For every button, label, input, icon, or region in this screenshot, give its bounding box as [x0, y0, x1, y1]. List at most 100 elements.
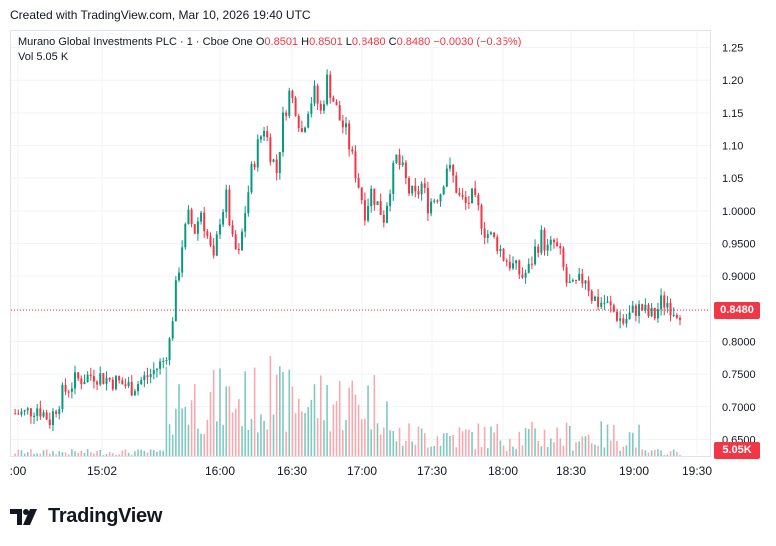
- volume-bar: [546, 446, 549, 456]
- volume-bar: [411, 441, 413, 456]
- high-label: H: [301, 36, 310, 48]
- volume-bar: [389, 430, 391, 456]
- volume-bar: [77, 452, 79, 456]
- candle-body: [89, 374, 92, 377]
- candle-body: [234, 234, 237, 249]
- volume-bar: [140, 449, 142, 456]
- volume-bar: [401, 445, 404, 456]
- candle-body: [272, 159, 275, 162]
- volume-bar: [679, 454, 681, 456]
- y-tick-label: 0.9000: [722, 271, 756, 283]
- symbol-title[interactable]: Murano Global Investments PLC · 1 · Cboe…: [18, 36, 253, 48]
- candle-body: [452, 164, 455, 176]
- volume-bar: [408, 423, 410, 456]
- volume-bar: [672, 449, 675, 456]
- candle-body: [483, 228, 486, 238]
- candle-body: [376, 201, 379, 205]
- volume-bar: [285, 431, 287, 456]
- candle-body: [58, 409, 61, 414]
- y-tick-label: 1.10: [722, 141, 743, 153]
- close-label: C: [388, 36, 397, 48]
- candle-body: [181, 247, 184, 273]
- volume-bar: [477, 423, 480, 456]
- candle-body: [256, 139, 259, 168]
- volume-bar: [134, 451, 136, 456]
- volume-bar: [137, 449, 139, 456]
- candle-body: [540, 229, 543, 253]
- volume-bar: [247, 429, 250, 456]
- volume-bar: [616, 441, 618, 456]
- ohlc-open: O0.8501: [256, 36, 298, 48]
- volume-bar: [222, 424, 224, 456]
- volume-bar: [452, 435, 454, 456]
- volume-bar: [345, 419, 347, 456]
- candle-body: [225, 189, 228, 212]
- candle-body: [669, 303, 672, 316]
- volume-bar: [376, 423, 379, 456]
- candle-body: [209, 236, 212, 246]
- candle-body: [445, 168, 448, 187]
- volume-bar: [121, 450, 124, 456]
- volume-bar: [493, 432, 495, 456]
- volume-bar: [464, 429, 467, 456]
- candle-body: [480, 205, 483, 229]
- volume-bar: [297, 398, 300, 456]
- candle-body: [417, 191, 420, 195]
- candle-body: [313, 85, 316, 104]
- tradingview-logo-icon: [10, 508, 37, 525]
- volume-bar: [354, 394, 357, 456]
- volume-bar: [499, 440, 502, 456]
- volume-bar: [206, 419, 209, 456]
- volume-bar: [427, 447, 429, 456]
- y-tick-label: 0.7000: [722, 402, 756, 414]
- volume-bar: [250, 418, 253, 456]
- candle-body: [149, 374, 152, 378]
- volume-bar: [357, 404, 360, 456]
- volume-bar: [159, 450, 161, 456]
- candle-body: [250, 164, 253, 193]
- candle-body: [385, 205, 388, 223]
- volume-bar: [67, 454, 70, 456]
- volume-bar: [556, 427, 558, 456]
- volume-bar: [373, 375, 376, 456]
- candle-body: [269, 137, 272, 162]
- candle-body: [521, 274, 524, 278]
- candle-body: [455, 175, 458, 193]
- volume-bar: [351, 380, 354, 456]
- candle-body: [55, 411, 58, 414]
- candle-body: [471, 188, 474, 204]
- candle-body: [212, 245, 215, 256]
- volume-bar: [386, 401, 388, 456]
- candle-body: [653, 307, 656, 319]
- volume-bar: [335, 401, 338, 456]
- volume-bar: [197, 428, 199, 456]
- volume-bar: [288, 369, 291, 456]
- candle-body: [609, 301, 612, 306]
- volume-bar: [338, 380, 341, 456]
- vol-value: 5.05 K: [36, 51, 69, 63]
- candle-body: [281, 112, 284, 153]
- candle-body: [597, 296, 600, 307]
- volume-bar: [203, 433, 206, 456]
- candle-body: [263, 130, 266, 137]
- volume-bar: [58, 451, 61, 456]
- candle-body: [395, 154, 398, 163]
- volume-bar: [190, 400, 193, 456]
- tradingview-logo[interactable]: TradingView: [10, 505, 162, 528]
- volume-bar: [168, 424, 171, 456]
- candle-body: [14, 413, 17, 415]
- volume-bar: [653, 449, 656, 456]
- candle-body: [502, 248, 505, 261]
- candle-body: [527, 263, 530, 273]
- volume-bar: [631, 432, 634, 456]
- candle-body: [496, 236, 499, 251]
- volume-bar: [436, 436, 439, 456]
- volume-bar: [162, 450, 165, 456]
- volume-bar: [515, 448, 517, 456]
- candle-body: [310, 103, 313, 114]
- candle-body: [155, 368, 158, 370]
- volume-bar: [301, 411, 303, 456]
- volume-bar: [156, 451, 158, 456]
- candle-body: [203, 212, 206, 232]
